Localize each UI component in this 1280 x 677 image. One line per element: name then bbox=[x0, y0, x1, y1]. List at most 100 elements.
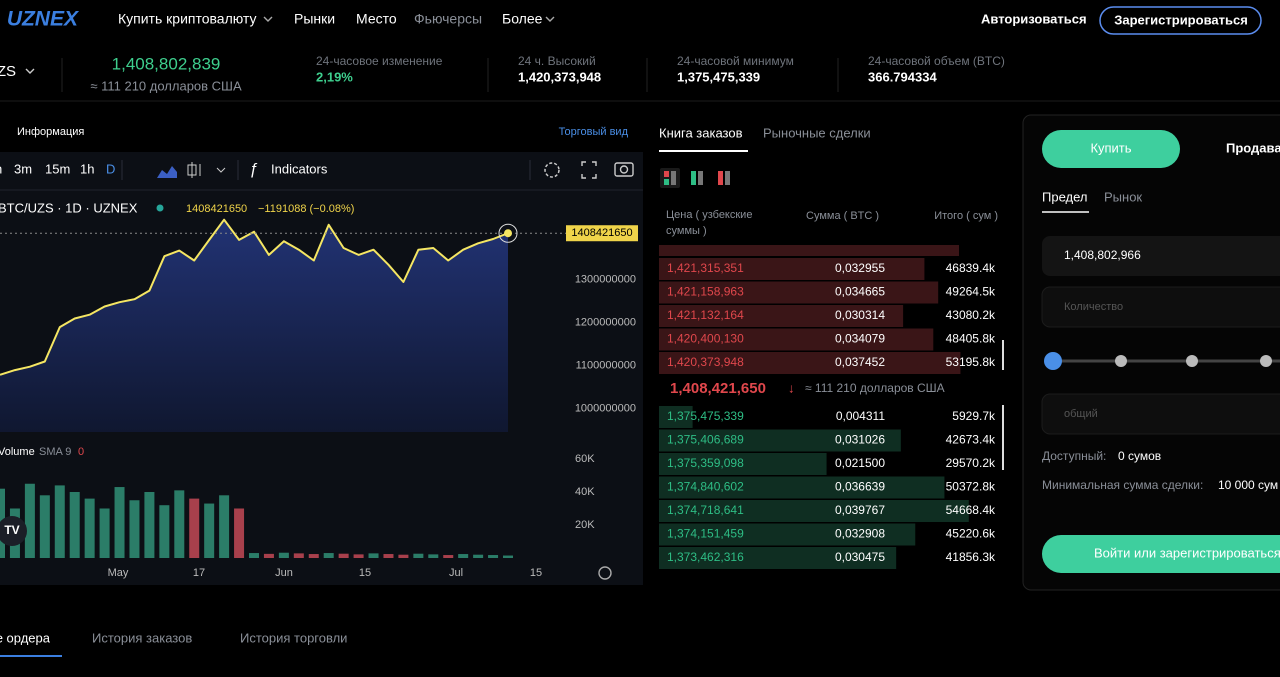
register-label[interactable]: Зарегистрироваться bbox=[1114, 12, 1248, 27]
volume-bar bbox=[443, 555, 454, 558]
logo[interactable]: UZNEX bbox=[7, 8, 80, 31]
market-tab[interactable]: Рынок bbox=[1104, 189, 1142, 204]
nav-item[interactable]: Купить криптовалюту bbox=[118, 11, 257, 27]
trade-panel bbox=[1022, 114, 1280, 591]
depth-bar bbox=[659, 352, 961, 374]
settings-icon[interactable] bbox=[598, 566, 612, 580]
column-header: Сумма ( BTC ) bbox=[806, 210, 879, 222]
mid-arrow: ↓ bbox=[788, 380, 795, 395]
orders-tab[interactable]: Открытые ордера bbox=[0, 630, 51, 645]
row-price[interactable]: 1,421,132,164 bbox=[667, 308, 744, 322]
nav-item[interactable]: Место bbox=[356, 11, 397, 27]
depth-bar bbox=[659, 281, 939, 304]
row-price[interactable]: 1,420,400,130 bbox=[667, 332, 744, 346]
limit-tab[interactable]: Предел bbox=[1042, 189, 1088, 204]
view-bids[interactable] bbox=[691, 171, 696, 185]
slider-step[interactable] bbox=[1115, 355, 1127, 367]
row-amount: 0,039767 bbox=[835, 503, 885, 517]
interval[interactable]: 1h bbox=[80, 161, 94, 176]
orderbook-tab[interactable]: Рыночные сделки bbox=[763, 125, 871, 140]
submit-label[interactable]: Войти или зарегистрироваться bbox=[1094, 545, 1280, 560]
row-price[interactable]: 1,420,373,948 bbox=[667, 355, 744, 369]
clipped-row bbox=[659, 245, 959, 256]
pair[interactable]: UZS bbox=[0, 63, 16, 80]
x-tick-label: 15 bbox=[530, 567, 542, 579]
total-input[interactable] bbox=[1041, 393, 1280, 435]
last-price: 1,408,802,839 bbox=[112, 54, 221, 73]
stat-label: 24-часовой объем (BTC) bbox=[868, 54, 1005, 68]
settings-icon[interactable] bbox=[544, 162, 560, 178]
interval[interactable]: D bbox=[106, 161, 115, 176]
nav-item[interactable]: Фьючерсы bbox=[414, 11, 482, 27]
row-amount: 0,021500 bbox=[835, 456, 885, 470]
interval[interactable]: 15m bbox=[45, 161, 70, 176]
chevron bbox=[263, 16, 273, 22]
volume-bar bbox=[189, 498, 200, 558]
row-price[interactable]: 1,421,158,963 bbox=[667, 285, 744, 299]
stat-label: 24-часовое изменение bbox=[316, 54, 443, 68]
chevron bbox=[216, 167, 226, 173]
area-icon[interactable] bbox=[157, 166, 177, 178]
tv-logo-text: TV bbox=[4, 523, 19, 537]
row-amount: 0,034665 bbox=[835, 285, 885, 299]
intervals: 3m 15m 1h D bbox=[14, 161, 115, 176]
orders-tab[interactable]: История торговли bbox=[240, 630, 347, 645]
chart-tab[interactable]: Информация bbox=[17, 126, 84, 138]
row-price[interactable]: 1,374,151,459 bbox=[667, 527, 744, 541]
sell-tab[interactable]: Продавать bbox=[1226, 140, 1280, 155]
view-asks[interactable] bbox=[718, 171, 723, 185]
buy-tab[interactable] bbox=[1042, 130, 1180, 168]
x-tick-label: Jun bbox=[275, 567, 293, 579]
login-link[interactable]: Авторизоваться bbox=[981, 11, 1087, 26]
row-total: 53195.8k bbox=[946, 355, 996, 369]
price-input[interactable] bbox=[1042, 236, 1280, 276]
buy-label[interactable]: Купить bbox=[1090, 140, 1131, 155]
slider-step[interactable] bbox=[1186, 355, 1198, 367]
orders-tab[interactable]: История заказов bbox=[92, 630, 192, 645]
volume-bar bbox=[129, 500, 140, 558]
fullscreen-icon[interactable] bbox=[581, 161, 597, 179]
row-amount: 0,031026 bbox=[835, 433, 885, 447]
submit-button[interactable] bbox=[1042, 535, 1280, 573]
candle-icon[interactable] bbox=[187, 162, 201, 178]
row-price[interactable]: 1,373,462,316 bbox=[667, 550, 744, 564]
camera-icon[interactable] bbox=[614, 162, 634, 177]
quantity-input[interactable] bbox=[1041, 286, 1280, 328]
row-price[interactable]: 1,421,315,351 bbox=[667, 261, 744, 275]
nav-item[interactable]: Рынки bbox=[294, 11, 335, 27]
volume-bar bbox=[398, 554, 409, 558]
icon-part bbox=[725, 171, 730, 185]
row-price[interactable]: 1,375,475,339 bbox=[667, 409, 744, 423]
orderbook-tab[interactable]: Книга заказов bbox=[659, 125, 743, 140]
indicators[interactable]: Indicators bbox=[271, 161, 328, 176]
row-total: 54668.4k bbox=[946, 503, 996, 517]
row-price[interactable]: 1,375,359,098 bbox=[667, 456, 744, 470]
volume-bar bbox=[174, 490, 185, 558]
volume-bar bbox=[84, 498, 95, 558]
slider-step[interactable] bbox=[1260, 355, 1272, 367]
chart-tab[interactable]: Торговый вид bbox=[559, 126, 629, 138]
price-tag-label: 1408421650 bbox=[571, 227, 632, 239]
fx-icon[interactable]: ƒ bbox=[249, 161, 258, 178]
register-button[interactable] bbox=[1099, 6, 1262, 35]
depth-bar bbox=[659, 258, 925, 280]
row-price[interactable]: 1,374,840,602 bbox=[667, 480, 744, 494]
x-tick-label: May bbox=[108, 567, 129, 579]
row-price[interactable]: 1,374,718,641 bbox=[667, 503, 744, 517]
icon-part bbox=[664, 171, 669, 177]
stat-label: 24-часовой минимум bbox=[677, 54, 794, 68]
icon-part bbox=[698, 171, 703, 185]
view-both[interactable] bbox=[660, 168, 680, 188]
row-price[interactable]: 1,375,406,689 bbox=[667, 433, 744, 447]
interval-cut: h bbox=[0, 161, 2, 176]
price-plot: 1408421650 1300000000 1200000000 1100000000… bbox=[0, 218, 638, 579]
depth-bar bbox=[659, 429, 901, 452]
slider-handle[interactable] bbox=[1044, 352, 1062, 370]
chevron bbox=[25, 68, 35, 74]
mid-price: 1,408,421,650 bbox=[670, 380, 766, 397]
nav-item[interactable]: Более bbox=[502, 11, 543, 27]
interval[interactable]: 3m bbox=[14, 161, 32, 176]
x-tick-label: Jul bbox=[449, 567, 463, 579]
volume-bar bbox=[293, 553, 304, 558]
y-tick-label: 1100000000 bbox=[576, 360, 636, 372]
